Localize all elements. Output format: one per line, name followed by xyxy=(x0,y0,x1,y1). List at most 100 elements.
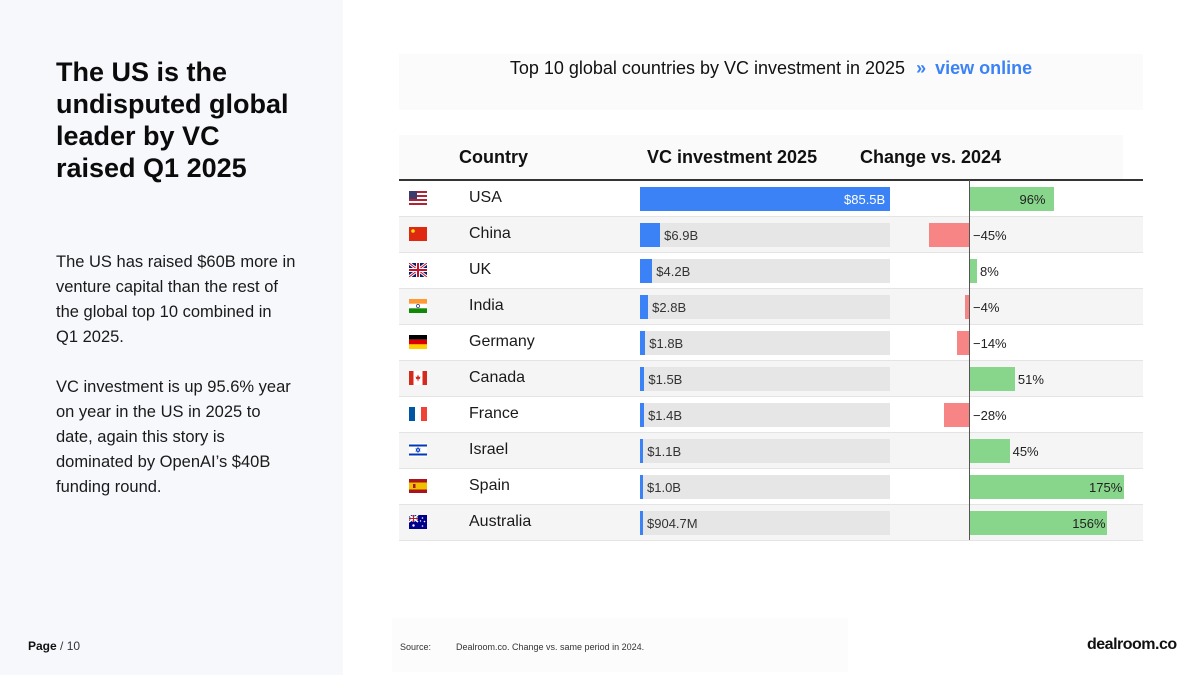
row-divider xyxy=(399,540,1143,541)
summary-text: The US has raised $60B more in venture c… xyxy=(56,250,296,500)
change-bar-negative xyxy=(944,403,969,427)
investment-bar-track xyxy=(640,367,890,391)
table-row: Australia $904.7M 156% xyxy=(399,505,1143,541)
investment-label: $2.8B xyxy=(652,300,687,315)
chart-title-box: Top 10 global countries by VC investment… xyxy=(399,54,1143,110)
column-header-investment: VC investment 2025 xyxy=(647,147,818,167)
investment-bar-track xyxy=(640,475,890,499)
change-label: −14% xyxy=(973,336,1007,351)
investment-bar-track xyxy=(640,223,890,247)
country-name: USA xyxy=(469,189,502,206)
investment-label: $1.8B xyxy=(649,336,684,351)
header-divider xyxy=(399,179,1143,181)
israel-flag-icon xyxy=(409,443,427,457)
change-bar-positive xyxy=(970,367,1015,391)
uk-flag-icon xyxy=(409,263,427,277)
change-label: 96% xyxy=(1019,192,1046,207)
investment-label: $1.5B xyxy=(648,372,683,387)
page-total: / 10 xyxy=(60,639,81,653)
investment-bar xyxy=(640,223,661,247)
page-title: The US is the undisputed global leader b… xyxy=(56,57,289,183)
left-panel: The US is the undisputed global leader b… xyxy=(0,0,343,675)
india-flag-icon xyxy=(409,299,427,313)
row-divider xyxy=(399,288,1143,289)
page-label: Page xyxy=(28,639,57,653)
change-zero-axis xyxy=(969,180,970,540)
table-row: UK $4.2B 8% xyxy=(399,253,1143,289)
investment-bar xyxy=(640,475,643,499)
australia-flag-icon xyxy=(409,515,427,529)
change-label: 45% xyxy=(1012,444,1039,459)
change-bar-positive xyxy=(970,187,1055,211)
change-label: 175% xyxy=(1089,480,1123,495)
row-divider xyxy=(399,432,1143,433)
table-row: France $1.4B −28% xyxy=(399,397,1143,433)
investment-bar-track xyxy=(640,259,890,283)
investment-bar-track xyxy=(640,403,890,427)
country-name: China xyxy=(469,225,511,242)
table-row: Germany $1.8B −14% xyxy=(399,325,1143,361)
row-divider xyxy=(399,468,1143,469)
change-bar-positive xyxy=(970,439,1010,463)
investment-bar-track xyxy=(640,295,890,319)
vc-table: Country VC investment 2025 Change vs. 20… xyxy=(399,135,1143,541)
country-name: Canada xyxy=(469,369,526,386)
france-flag-icon xyxy=(409,407,427,421)
row-divider xyxy=(399,396,1143,397)
investment-bar xyxy=(640,331,646,355)
change-label: −4% xyxy=(973,300,1000,315)
view-online-link[interactable]: view online xyxy=(935,58,1033,78)
investment-label: $6.9B xyxy=(664,228,699,243)
column-header-change: Change vs. 2024 xyxy=(860,147,1002,167)
investment-label: $904.7M xyxy=(647,516,698,531)
investment-bar-track xyxy=(640,439,890,463)
chart-title: Top 10 global countries by VC investment… xyxy=(399,58,1143,79)
change-bar-negative xyxy=(929,223,969,247)
row-divider xyxy=(399,504,1143,505)
investment-label: $1.1B xyxy=(647,444,682,459)
change-label: −45% xyxy=(973,228,1007,243)
investment-bar xyxy=(640,187,890,211)
change-bar-positive xyxy=(970,475,1124,499)
page-number: Page / 10 xyxy=(28,639,80,653)
country-name: Spain xyxy=(469,477,510,494)
canada-flag-icon xyxy=(409,371,427,385)
country-name: Australia xyxy=(469,513,532,530)
country-name: UK xyxy=(469,261,492,278)
investment-label: $85.5B xyxy=(844,192,886,207)
source-box xyxy=(392,618,848,672)
row-divider xyxy=(399,324,1143,325)
investment-bar-track xyxy=(640,331,890,355)
country-name: France xyxy=(469,405,519,422)
summary-paragraph-1: The US has raised $60B more in venture c… xyxy=(56,253,296,346)
change-label: 51% xyxy=(1017,372,1044,387)
table-row: India $2.8B −4% xyxy=(399,289,1143,325)
change-label: 156% xyxy=(1072,516,1106,531)
dealroom-logo: dealroom.co xyxy=(1087,636,1177,653)
summary-paragraph-2: VC investment is up 95.6% year on year i… xyxy=(56,378,291,496)
germany-flag-icon xyxy=(409,335,427,349)
investment-bar xyxy=(640,439,644,463)
investment-label: $4.2B xyxy=(656,264,691,279)
us-flag-icon xyxy=(409,191,427,205)
china-flag-icon xyxy=(409,227,427,241)
investment-bar xyxy=(640,403,645,427)
table-row: Israel $1.1B 45% xyxy=(399,433,1143,469)
source-label: Source: xyxy=(400,642,432,652)
investment-bar xyxy=(640,367,645,391)
change-label: 8% xyxy=(980,264,999,279)
change-bar-negative xyxy=(956,331,969,355)
change-bar-positive xyxy=(970,511,1108,535)
link-arrow-icon: » xyxy=(916,58,927,78)
source-text: Dealroom.co. Change vs. same period in 2… xyxy=(456,642,645,652)
table-row: USA $85.5B 96% xyxy=(399,181,1143,217)
table-row: China $6.9B −45% xyxy=(399,217,1143,253)
table-header xyxy=(399,135,1123,179)
row-divider xyxy=(399,360,1143,361)
investment-bar xyxy=(640,295,649,319)
table-row: Canada $1.5B 51% xyxy=(399,361,1143,397)
table-row: Spain $1.0B 175% xyxy=(399,469,1143,505)
change-label: −28% xyxy=(973,408,1007,423)
country-name: Israel xyxy=(469,441,509,458)
spain-flag-icon xyxy=(409,479,427,493)
